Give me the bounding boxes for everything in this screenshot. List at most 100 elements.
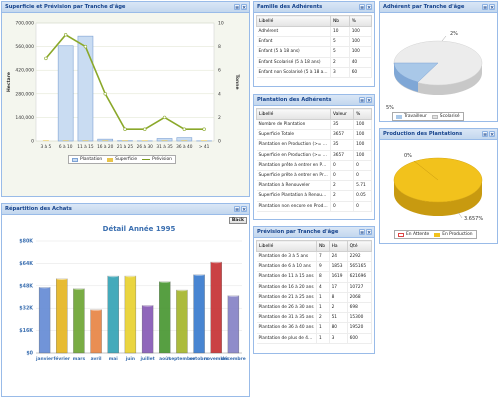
close-icon[interactable]: × xyxy=(366,97,372,104)
point-prevision xyxy=(123,127,127,131)
table-row[interactable]: Enfant (5 à 18 ans) 5 100 xyxy=(256,46,373,58)
table-row[interactable]: Superficie Plantation à Renouveler 2 0.05 xyxy=(256,190,372,202)
table-row[interactable]: Plantation de 26 à 30 ans 1 2 698 xyxy=(256,302,373,314)
superficie-legend: Plantation Superficie Prévision xyxy=(68,155,176,164)
collapse-icon[interactable]: ≡ xyxy=(482,131,488,138)
collapse-icon[interactable]: ≡ xyxy=(482,4,488,11)
point-prevision xyxy=(44,56,48,61)
tick-label-x: mars xyxy=(73,356,86,362)
table-row[interactable]: Nombre de Plantation 35 100 xyxy=(256,119,372,131)
close-icon[interactable]: × xyxy=(489,4,495,11)
tick-label-x: 16 à 20 xyxy=(97,143,114,150)
table-cell: 10 xyxy=(330,26,350,38)
bar-superficie xyxy=(181,140,188,141)
table-cell: 1 xyxy=(316,322,330,334)
col-ha[interactable]: Ha xyxy=(328,240,348,252)
tick-label-y: $0 xyxy=(26,351,33,357)
table-row[interactable]: Plantation de 16 à 20 ans 4 17 10727 xyxy=(256,282,373,293)
achats-panel-header: Répartition des Achats ≡ × xyxy=(2,204,249,215)
table-row[interactable]: Plantation de 3 à 5 ans 7 24 2292 xyxy=(256,251,373,263)
tick-label-right: 10 xyxy=(218,21,224,27)
tick-label-x: novembre xyxy=(204,356,229,362)
collapse-icon[interactable]: ≡ xyxy=(234,4,240,11)
table-row[interactable]: Enfant Scolarisé (5 à 18 ans) 2 40 xyxy=(256,57,373,68)
collapse-icon[interactable]: ≡ xyxy=(359,229,365,236)
tick-label-right: 2 xyxy=(218,115,221,121)
table-row[interactable]: Enfant 5 100 xyxy=(256,36,373,48)
point-prevision xyxy=(103,92,107,96)
table-row[interactable]: Superficie Totale 3657 100 xyxy=(256,129,372,141)
tick-label-left: 560,000 xyxy=(15,44,34,50)
table-row[interactable]: Plantation non encore en Producti... 0 0 xyxy=(256,201,372,212)
bar-superficie xyxy=(82,140,89,141)
table-cell: 7 xyxy=(316,251,330,263)
table-cell: Plantation de 6 à 10 ans xyxy=(256,261,317,273)
tick-label-x: 26 à 30 xyxy=(137,143,154,150)
table-cell: 5 xyxy=(330,46,350,58)
close-icon[interactable]: × xyxy=(366,229,372,236)
table-row[interactable]: Plantation de plus de 41 ans 1 3 600 xyxy=(256,333,373,344)
famille-panel-header: Famille des Adhérents ≡ × xyxy=(254,2,374,13)
col-nb[interactable]: Nb xyxy=(316,240,330,252)
table-cell: 5 xyxy=(330,36,350,48)
table-cell: 19520 xyxy=(347,322,373,334)
table-cell: Superficie en Production (>= 3 a... xyxy=(256,150,331,161)
prevision-table: Libellé Nb Ha Qté Plantation de 3 à 5 an… xyxy=(256,240,373,344)
table-row[interactable]: Plantation en Production (>= 3 a... 35 100 xyxy=(256,139,372,151)
table-cell: 600 xyxy=(347,333,373,344)
collapse-icon[interactable]: ≡ xyxy=(359,4,365,11)
col-nb[interactable]: Nb xyxy=(330,15,350,27)
production-legend: En Attente En Production xyxy=(394,230,477,239)
table-row[interactable]: Plantation de 11 à 15 ans 8 1619 621696 xyxy=(256,271,373,283)
tick-label-x: 6 à 10 xyxy=(59,143,73,150)
col-qte[interactable]: Qté xyxy=(346,240,373,252)
close-icon[interactable]: × xyxy=(366,4,372,11)
table-cell: Enfant (5 à 18 ans) xyxy=(256,46,331,58)
close-icon[interactable]: × xyxy=(489,131,495,138)
table-row[interactable]: Plantation de 6 à 10 ans 9 1853 565165 xyxy=(256,261,373,273)
table-cell: 100 xyxy=(353,119,372,131)
table-cell: Adhérent xyxy=(256,26,331,38)
table-cell: 1619 xyxy=(329,271,348,283)
achats-chart: Détail Année 1995 $0 $16K $32K $48K $64K $80K j… xyxy=(19,225,245,362)
production-panel: Production des Plantations ≡ × 0% 3.657% … xyxy=(379,128,498,244)
table-cell: 8 xyxy=(316,271,330,283)
col-valeur[interactable]: Valeur xyxy=(329,108,355,120)
table-row[interactable]: Plantation à Renouveler 2 5.71 xyxy=(256,180,372,192)
table-row[interactable]: Plantation de 36 à 40 ans 1 80 19520 xyxy=(256,322,373,334)
point-prevision xyxy=(83,44,88,49)
axis-label-right: Tonne xyxy=(234,74,240,89)
close-icon[interactable]: × xyxy=(241,4,247,11)
achats-panel-title: Répartition des Achats xyxy=(5,206,72,212)
superficie-panel-header: Superficie et Prévision par Tranche d'âg… xyxy=(2,2,249,13)
bar-superficie xyxy=(62,140,69,141)
tick-label-y: $32K xyxy=(19,306,33,312)
table-row[interactable]: Plantation prête à entrer en Prod... 0 0 xyxy=(256,160,372,171)
production-panel-title: Production des Plantations xyxy=(383,131,463,137)
table-row[interactable]: Superficie prête à entrer en Prod... 0 0 xyxy=(256,170,372,182)
legend-item-prevision: Prévision xyxy=(142,157,172,162)
close-icon[interactable]: × xyxy=(241,206,247,213)
bar-mai xyxy=(107,275,119,354)
col-libelle[interactable]: Libellé xyxy=(256,240,317,252)
col-libelle[interactable]: Libellé xyxy=(256,15,331,27)
table-row[interactable]: Enfant non Scolarisé (5 à 18 ans) 3 60 xyxy=(256,67,373,78)
table-cell: 2 xyxy=(330,190,355,202)
table-row[interactable]: Plantation de 21 à 25 ans 1 8 2068 xyxy=(256,292,373,303)
collapse-icon[interactable]: ≡ xyxy=(359,97,365,104)
achats-panel: Répartition des Achats ≡ × Détail Année 1… xyxy=(1,203,250,397)
table-row[interactable]: Adhérent 10 100 xyxy=(256,26,373,38)
col-pct[interactable]: % xyxy=(348,15,373,27)
col-libelle[interactable]: Libellé xyxy=(256,108,331,120)
tick-label-x: 11 à 15 xyxy=(77,143,94,150)
col-pct[interactable]: % xyxy=(353,108,372,120)
table-row[interactable]: Superficie en Production (>= 3 a... 3657 1… xyxy=(256,150,372,161)
table-cell: Enfant non Scolarisé (5 à 18 ans) xyxy=(256,67,331,78)
tick-label-right: 0 xyxy=(218,139,221,145)
back-button[interactable]: Back xyxy=(228,217,247,224)
chart-title: Détail Année 1995 xyxy=(103,225,176,233)
bar-highlight xyxy=(227,294,239,297)
collapse-icon[interactable]: ≡ xyxy=(234,206,240,213)
tick-label-y: $64K xyxy=(19,261,33,267)
table-row[interactable]: Plantation de 31 à 35 ans 2 51 15300 xyxy=(256,312,373,324)
